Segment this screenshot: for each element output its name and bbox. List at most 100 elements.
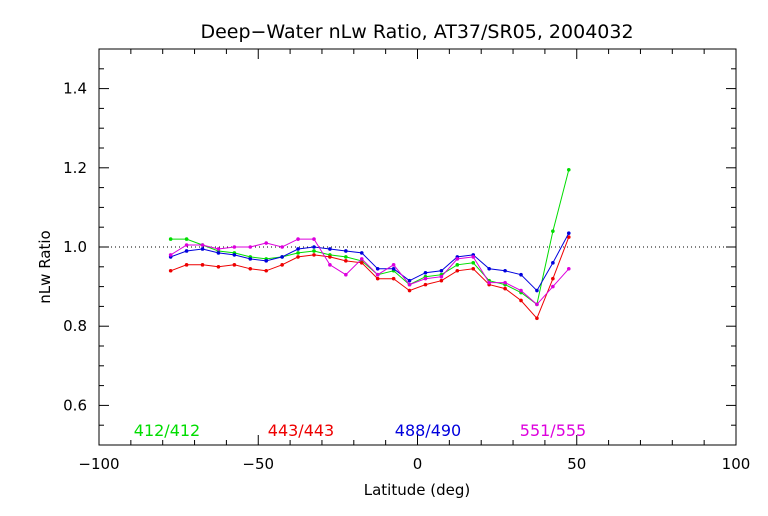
data-point xyxy=(168,253,173,257)
data-point xyxy=(328,255,332,259)
data-point xyxy=(551,261,555,265)
chart-title: Deep−Water nLw Ratio, AT37/SR05, 2004032 xyxy=(200,21,633,43)
data-point xyxy=(216,247,221,251)
data-point xyxy=(359,261,364,265)
data-point xyxy=(248,266,253,271)
data-point xyxy=(168,237,173,241)
series-line xyxy=(170,236,570,320)
data-point xyxy=(264,241,269,245)
data-point xyxy=(503,286,507,291)
data-point xyxy=(487,266,491,271)
y-tick-label: 0.6 xyxy=(63,396,87,414)
series-488-490 xyxy=(168,231,571,293)
data-point xyxy=(439,278,444,283)
data-point xyxy=(264,268,269,273)
legend-entry: 412/412 xyxy=(134,421,200,440)
data-point xyxy=(280,255,284,259)
data-point xyxy=(487,280,491,285)
data-point xyxy=(296,255,300,259)
data-point xyxy=(566,266,571,271)
legend: 412/412 443/443 488/490 551/555 xyxy=(134,421,586,440)
data-point xyxy=(423,270,428,275)
data-point xyxy=(391,266,396,271)
data-point xyxy=(344,272,348,277)
data-point xyxy=(344,255,348,259)
x-axis-label: Latitude (deg) xyxy=(364,481,470,499)
data-point xyxy=(312,245,316,249)
data-point xyxy=(296,251,300,255)
data-point xyxy=(535,302,539,307)
data-point xyxy=(439,268,444,273)
x-tick-label: −100 xyxy=(78,455,119,473)
legend-entry: 443/443 xyxy=(268,421,334,440)
data-point xyxy=(232,253,237,257)
legend-entry: 488/490 xyxy=(395,421,461,440)
data-point xyxy=(184,237,189,241)
data-point xyxy=(312,253,316,257)
data-point xyxy=(312,237,316,241)
data-point xyxy=(503,280,507,285)
series-line xyxy=(170,238,570,306)
data-point xyxy=(375,266,380,271)
legend-entry: 551/555 xyxy=(520,421,586,440)
data-point xyxy=(551,276,555,281)
data-point xyxy=(359,257,364,261)
data-point xyxy=(296,247,300,251)
series-551-555 xyxy=(168,237,571,307)
data-point xyxy=(184,249,189,253)
x-tick-label: −50 xyxy=(242,455,274,473)
data-point xyxy=(455,257,460,261)
data-point xyxy=(200,247,205,251)
series-line xyxy=(170,232,570,292)
axis-ticks xyxy=(98,48,737,446)
data-point xyxy=(375,272,380,277)
data-point xyxy=(503,268,507,273)
data-point xyxy=(200,243,205,247)
data-point xyxy=(184,263,189,267)
y-tick-label: 1.0 xyxy=(63,238,87,256)
data-point xyxy=(375,276,380,281)
data-point xyxy=(248,257,253,261)
data-point xyxy=(423,276,428,281)
data-point xyxy=(566,167,571,172)
data-point xyxy=(216,251,221,255)
series-443-443 xyxy=(168,235,571,321)
data-point xyxy=(344,259,348,263)
data-point xyxy=(471,255,476,259)
data-point xyxy=(519,272,523,277)
data-point xyxy=(407,288,412,293)
data-point xyxy=(184,243,189,247)
data-point xyxy=(455,268,460,273)
series-group xyxy=(168,167,571,321)
data-point xyxy=(455,263,460,267)
axis-tick-labels: −100 −50 0 50 100 0.6 0.8 1.0 1.2 1.4 xyxy=(63,80,750,473)
data-point xyxy=(280,245,284,249)
y-tick-label: 0.8 xyxy=(63,317,87,335)
data-point xyxy=(423,282,428,287)
data-point xyxy=(296,237,300,241)
data-point xyxy=(471,266,476,271)
plot-frame xyxy=(98,48,737,446)
x-tick-label: 50 xyxy=(567,455,586,473)
data-point xyxy=(391,276,396,281)
y-axis-label: nLw Ratio xyxy=(36,230,54,303)
data-point xyxy=(535,288,539,293)
data-point xyxy=(200,263,205,267)
data-point xyxy=(519,288,523,293)
data-point xyxy=(168,268,173,273)
x-tick-label: 100 xyxy=(722,455,751,473)
y-tick-label: 1.4 xyxy=(63,80,87,98)
data-point xyxy=(566,231,571,235)
data-point xyxy=(566,235,571,239)
y-tick-label: 1.2 xyxy=(63,159,87,177)
x-tick-label: 0 xyxy=(413,455,423,473)
data-point xyxy=(248,245,253,249)
data-point xyxy=(328,247,332,251)
data-point xyxy=(551,284,555,289)
data-point xyxy=(280,263,284,267)
data-point xyxy=(471,261,476,265)
data-point xyxy=(519,298,523,303)
data-point xyxy=(216,265,221,269)
